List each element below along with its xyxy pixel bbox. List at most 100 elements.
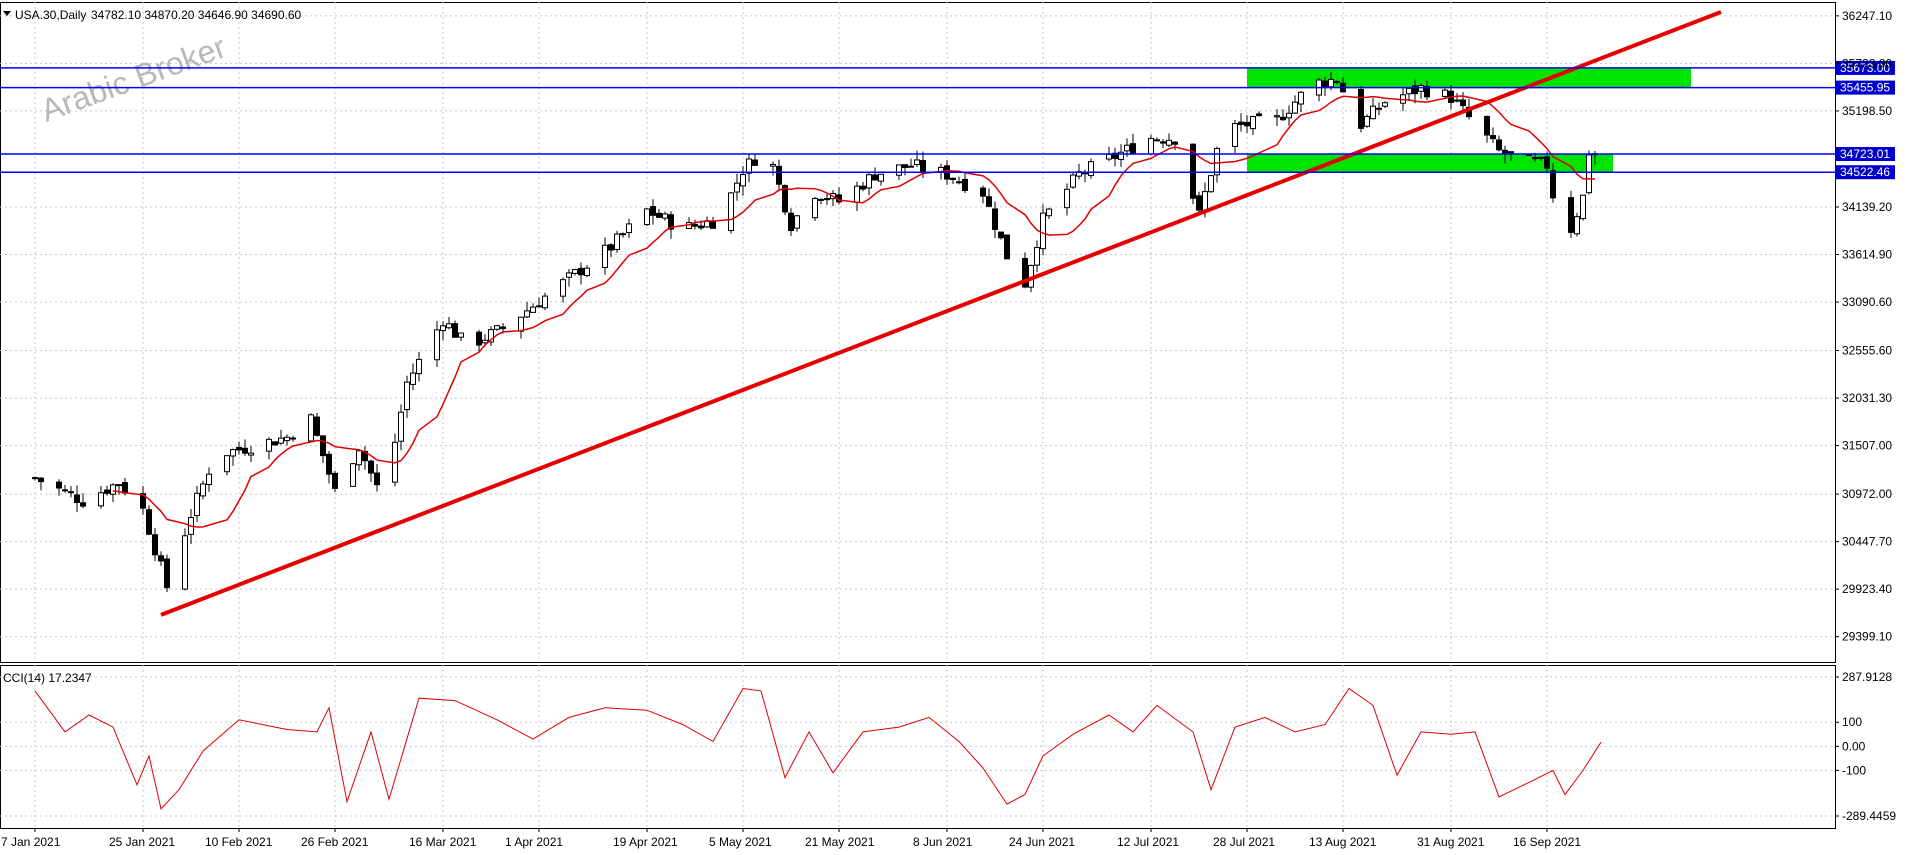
candlestick[interactable] xyxy=(668,211,674,239)
candlestick[interactable] xyxy=(530,303,536,313)
candlestick[interactable] xyxy=(458,332,464,342)
candlestick[interactable] xyxy=(788,208,794,236)
candlestick[interactable] xyxy=(734,173,740,201)
candlestick[interactable] xyxy=(614,230,620,253)
candlestick[interactable] xyxy=(440,321,446,341)
candlestick[interactable] xyxy=(1292,95,1298,115)
candlestick[interactable] xyxy=(398,404,404,451)
candlestick[interactable] xyxy=(62,484,68,493)
candlestick[interactable] xyxy=(1364,114,1370,128)
candlestick[interactable] xyxy=(374,463,380,492)
candlestick[interactable] xyxy=(1490,127,1496,143)
candlestick[interactable] xyxy=(656,208,662,219)
candlestick[interactable] xyxy=(1256,111,1262,117)
candlestick[interactable] xyxy=(350,462,356,488)
candlestick[interactable] xyxy=(68,486,74,498)
candlestick[interactable] xyxy=(776,159,782,192)
candlestick[interactable] xyxy=(434,321,440,367)
candlestick[interactable] xyxy=(194,485,200,522)
candlestick[interactable] xyxy=(446,317,452,330)
candlestick[interactable] xyxy=(1172,141,1178,151)
candlestick[interactable] xyxy=(290,435,296,442)
candlestick[interactable] xyxy=(1496,135,1502,152)
symbol-dropdown-icon[interactable] xyxy=(3,11,11,16)
candlestick[interactable] xyxy=(452,320,458,338)
candlestick[interactable] xyxy=(104,485,110,496)
candlestick[interactable] xyxy=(782,184,788,216)
candlestick[interactable] xyxy=(524,301,530,318)
candlestick[interactable] xyxy=(560,277,566,303)
candlestick[interactable] xyxy=(962,173,968,193)
candlestick[interactable] xyxy=(38,477,44,491)
candlestick[interactable] xyxy=(1460,92,1466,110)
candlestick[interactable] xyxy=(1406,87,1412,102)
candlestick[interactable] xyxy=(74,485,80,513)
candlestick[interactable] xyxy=(326,450,332,484)
candlestick[interactable] xyxy=(272,441,278,446)
candlestick[interactable] xyxy=(1280,109,1286,122)
candlestick[interactable] xyxy=(152,527,158,562)
candlestick[interactable] xyxy=(1580,194,1586,221)
candlestick[interactable] xyxy=(1544,151,1550,174)
candlestick[interactable] xyxy=(620,232,626,238)
candlestick[interactable] xyxy=(602,237,608,275)
candlestick[interactable] xyxy=(164,554,170,593)
candlestick[interactable] xyxy=(1298,90,1304,113)
candlestick[interactable] xyxy=(1484,115,1490,143)
candlestick[interactable] xyxy=(308,413,314,442)
candlestick[interactable] xyxy=(1418,83,1424,99)
candlestick[interactable] xyxy=(1358,85,1364,133)
candlestick[interactable] xyxy=(956,176,962,185)
candlesticks[interactable] xyxy=(32,71,1598,593)
candlestick[interactable] xyxy=(404,375,410,418)
candlestick[interactable] xyxy=(866,172,872,196)
candlestick[interactable] xyxy=(878,173,884,186)
candlestick[interactable] xyxy=(236,441,242,455)
candlestick[interactable] xyxy=(908,158,914,168)
candlestick[interactable] xyxy=(32,476,38,481)
candlestick[interactable] xyxy=(794,214,800,232)
candlestick[interactable] xyxy=(752,153,758,166)
candlestick[interactable] xyxy=(608,243,614,258)
candlestick[interactable] xyxy=(1112,147,1118,167)
candlestick[interactable] xyxy=(1244,115,1250,133)
candlestick[interactable] xyxy=(860,182,866,192)
candlestick[interactable] xyxy=(1196,191,1202,216)
candlestick[interactable] xyxy=(1550,163,1556,203)
candlestick[interactable] xyxy=(1538,156,1544,161)
candlestick[interactable] xyxy=(278,429,284,445)
candlestick[interactable] xyxy=(740,166,746,196)
candlestick[interactable] xyxy=(1454,93,1460,103)
candlestick[interactable] xyxy=(1334,80,1340,84)
candlestick[interactable] xyxy=(950,177,956,184)
candlestick[interactable] xyxy=(242,439,248,456)
support-resistance-zone[interactable] xyxy=(1247,154,1613,173)
candlestick[interactable] xyxy=(650,199,656,225)
candlestick[interactable] xyxy=(746,153,752,183)
candlestick[interactable] xyxy=(1376,102,1382,115)
candlestick[interactable] xyxy=(206,467,212,492)
candlestick[interactable] xyxy=(140,486,146,515)
candlestick[interactable] xyxy=(368,459,374,482)
candlestick[interactable] xyxy=(644,208,650,226)
candlestick[interactable] xyxy=(1214,146,1220,183)
candlestick[interactable] xyxy=(356,450,362,471)
candlestick[interactable] xyxy=(1274,109,1280,127)
candlestick[interactable] xyxy=(662,211,668,221)
candlestick[interactable] xyxy=(1382,101,1388,109)
candlestick[interactable] xyxy=(80,493,86,509)
candlestick[interactable] xyxy=(1250,115,1256,135)
candlestick[interactable] xyxy=(812,196,818,221)
candlestick[interactable] xyxy=(818,198,824,205)
candlestick[interactable] xyxy=(1088,158,1094,179)
candlestick[interactable] xyxy=(692,219,698,230)
candlestick[interactable] xyxy=(1574,212,1580,237)
candlestick[interactable] xyxy=(770,161,776,176)
candlestick[interactable] xyxy=(56,479,62,496)
candlestick[interactable] xyxy=(200,480,206,500)
candlestick[interactable] xyxy=(1046,207,1052,219)
candlestick[interactable] xyxy=(902,164,908,176)
candlestick[interactable] xyxy=(248,446,254,463)
candlestick[interactable] xyxy=(98,486,104,509)
candlestick[interactable] xyxy=(1166,133,1172,148)
